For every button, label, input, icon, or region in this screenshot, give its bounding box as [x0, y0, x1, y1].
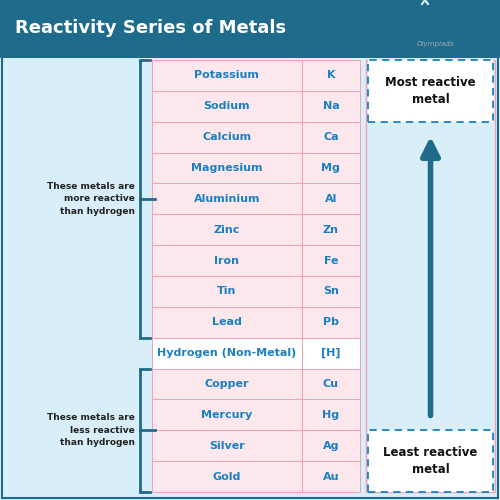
- Bar: [152, 430, 360, 461]
- Text: Silver: Silver: [209, 440, 245, 450]
- Bar: [152, 214, 360, 245]
- Text: K: K: [326, 70, 335, 81]
- Text: Least reactive
metal: Least reactive metal: [384, 446, 478, 476]
- Text: REST: REST: [430, 26, 466, 38]
- Bar: [152, 152, 360, 184]
- Bar: [152, 368, 360, 400]
- Bar: [152, 60, 360, 91]
- Text: Pb: Pb: [323, 318, 339, 328]
- Text: Iron: Iron: [214, 256, 240, 266]
- Text: These metals are
more reactive
than hydrogen: These metals are more reactive than hydr…: [47, 182, 135, 216]
- Text: Zn: Zn: [323, 224, 339, 234]
- Bar: [152, 91, 360, 122]
- Text: Hydrogen (Non-Metal): Hydrogen (Non-Metal): [158, 348, 296, 358]
- Bar: [152, 338, 360, 368]
- Text: Reactivity Series of Metals: Reactivity Series of Metals: [15, 19, 286, 37]
- Text: Magnesium: Magnesium: [191, 163, 262, 173]
- Text: Al: Al: [324, 194, 337, 204]
- Text: Copper: Copper: [204, 379, 249, 389]
- Text: Zinc: Zinc: [214, 224, 240, 234]
- Text: Ca: Ca: [323, 132, 338, 142]
- Bar: [152, 307, 360, 338]
- Text: These metals are
less reactive
than hydrogen: These metals are less reactive than hydr…: [47, 414, 135, 448]
- Bar: [152, 122, 360, 152]
- Text: Na: Na: [322, 102, 340, 112]
- Bar: [368, 430, 493, 492]
- Text: Mercury: Mercury: [202, 410, 252, 420]
- Text: Cu: Cu: [323, 379, 339, 389]
- Text: Aluminium: Aluminium: [194, 194, 260, 204]
- Text: Gold: Gold: [212, 472, 241, 482]
- Text: Olympiads: Olympiads: [416, 41, 454, 47]
- Text: Hg: Hg: [322, 410, 340, 420]
- Bar: [152, 400, 360, 430]
- Text: Calcium: Calcium: [202, 132, 252, 142]
- Bar: [152, 245, 360, 276]
- Bar: [366, 60, 495, 492]
- Text: Au: Au: [322, 472, 339, 482]
- Text: Lead: Lead: [212, 318, 242, 328]
- Text: Ag: Ag: [322, 440, 339, 450]
- Text: Fe: Fe: [324, 256, 338, 266]
- Bar: [152, 184, 360, 214]
- Text: Tin: Tin: [217, 286, 236, 296]
- Text: [H]: [H]: [321, 348, 340, 358]
- FancyBboxPatch shape: [0, 0, 500, 58]
- Text: Potassium: Potassium: [194, 70, 260, 81]
- Text: Sn: Sn: [323, 286, 339, 296]
- Text: Mg: Mg: [322, 163, 340, 173]
- Bar: [152, 276, 360, 307]
- Bar: [368, 60, 493, 122]
- Text: Sodium: Sodium: [204, 102, 250, 112]
- Bar: [152, 461, 360, 492]
- Text: Most reactive
metal: Most reactive metal: [385, 76, 476, 106]
